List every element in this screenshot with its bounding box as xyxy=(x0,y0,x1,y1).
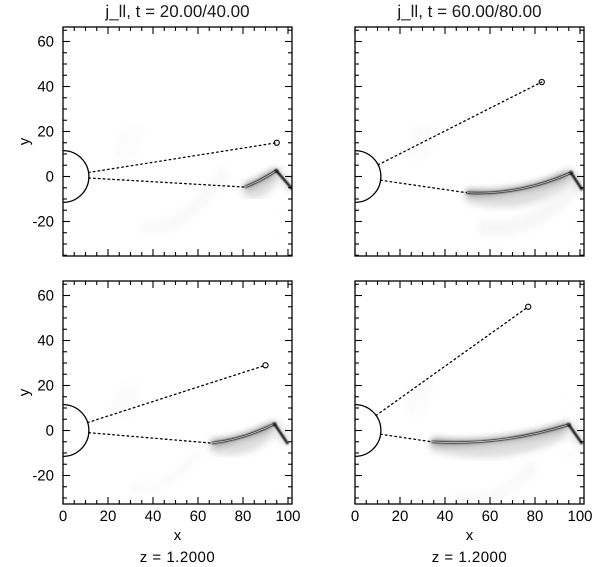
svg-text:-20: -20 xyxy=(32,214,54,231)
svg-text:0: 0 xyxy=(351,508,359,525)
svg-text:80: 80 xyxy=(527,508,544,525)
svg-text:20: 20 xyxy=(392,508,409,525)
svg-text:-20: -20 xyxy=(32,468,54,485)
svg-text:j_ll, t = 20.00/40.00: j_ll, t = 20.00/40.00 xyxy=(104,2,249,21)
svg-text:40: 40 xyxy=(37,79,54,96)
svg-text:0: 0 xyxy=(59,508,67,525)
svg-text:20: 20 xyxy=(37,378,54,395)
svg-text:60: 60 xyxy=(37,288,54,305)
svg-text:y: y xyxy=(16,388,33,396)
svg-text:40: 40 xyxy=(437,508,454,525)
svg-text:60: 60 xyxy=(37,34,54,51)
svg-text:j_ll, t = 60.00/80.00: j_ll, t = 60.00/80.00 xyxy=(396,2,541,21)
svg-text:y: y xyxy=(16,137,33,145)
svg-text:x: x xyxy=(466,527,474,544)
svg-text:40: 40 xyxy=(145,508,162,525)
svg-text:z = 1.2000: z = 1.2000 xyxy=(140,549,215,566)
svg-text:0: 0 xyxy=(46,169,54,186)
svg-text:z = 1.2000: z = 1.2000 xyxy=(432,549,507,566)
svg-text:20: 20 xyxy=(100,508,117,525)
svg-text:100: 100 xyxy=(275,508,300,525)
svg-text:20: 20 xyxy=(37,124,54,141)
svg-text:0: 0 xyxy=(46,423,54,440)
svg-text:40: 40 xyxy=(37,333,54,350)
svg-text:60: 60 xyxy=(190,508,207,525)
svg-text:80: 80 xyxy=(235,508,252,525)
svg-text:100: 100 xyxy=(567,508,592,525)
svg-text:60: 60 xyxy=(482,508,499,525)
svg-text:x: x xyxy=(174,527,182,544)
